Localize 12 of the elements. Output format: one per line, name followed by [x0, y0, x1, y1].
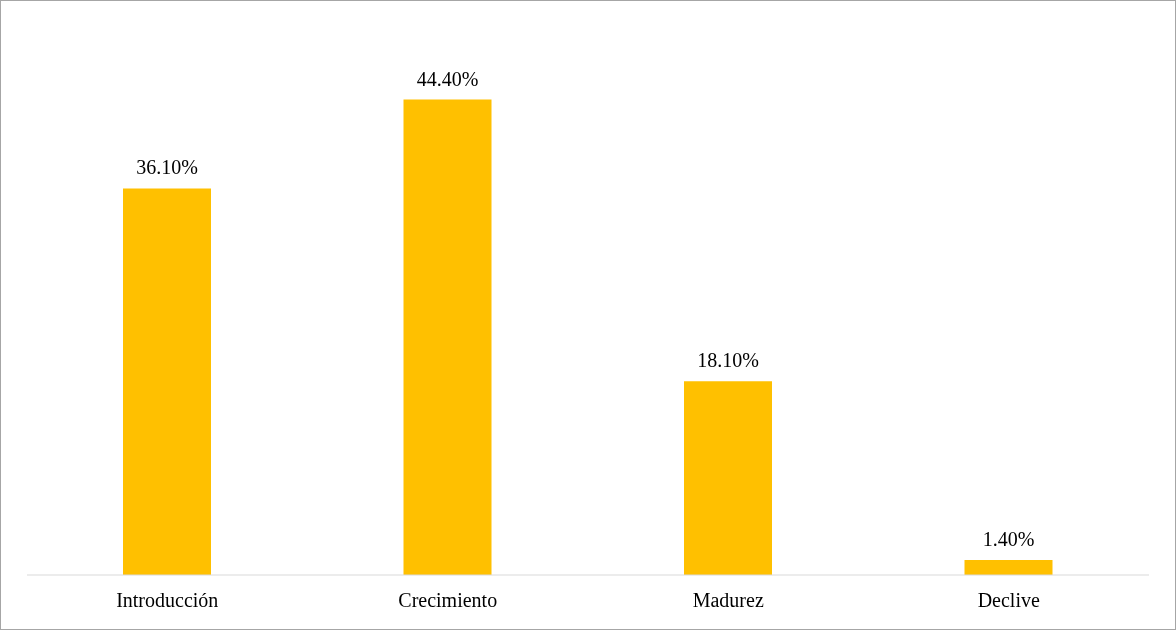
data-label: 36.10% — [136, 156, 198, 179]
x-tick-label: Introducción — [116, 589, 219, 612]
x-tick-label: Madurez — [692, 589, 764, 612]
bar — [403, 99, 492, 575]
x-tick-label: Declive — [977, 589, 1040, 612]
data-label: 1.40% — [982, 528, 1035, 551]
x-tick-label: Crecimiento — [398, 589, 498, 612]
data-label: 44.40% — [416, 67, 479, 90]
bar — [684, 381, 772, 575]
data-label: 18.10% — [697, 349, 759, 372]
bar — [123, 188, 211, 575]
bar — [964, 560, 1053, 575]
